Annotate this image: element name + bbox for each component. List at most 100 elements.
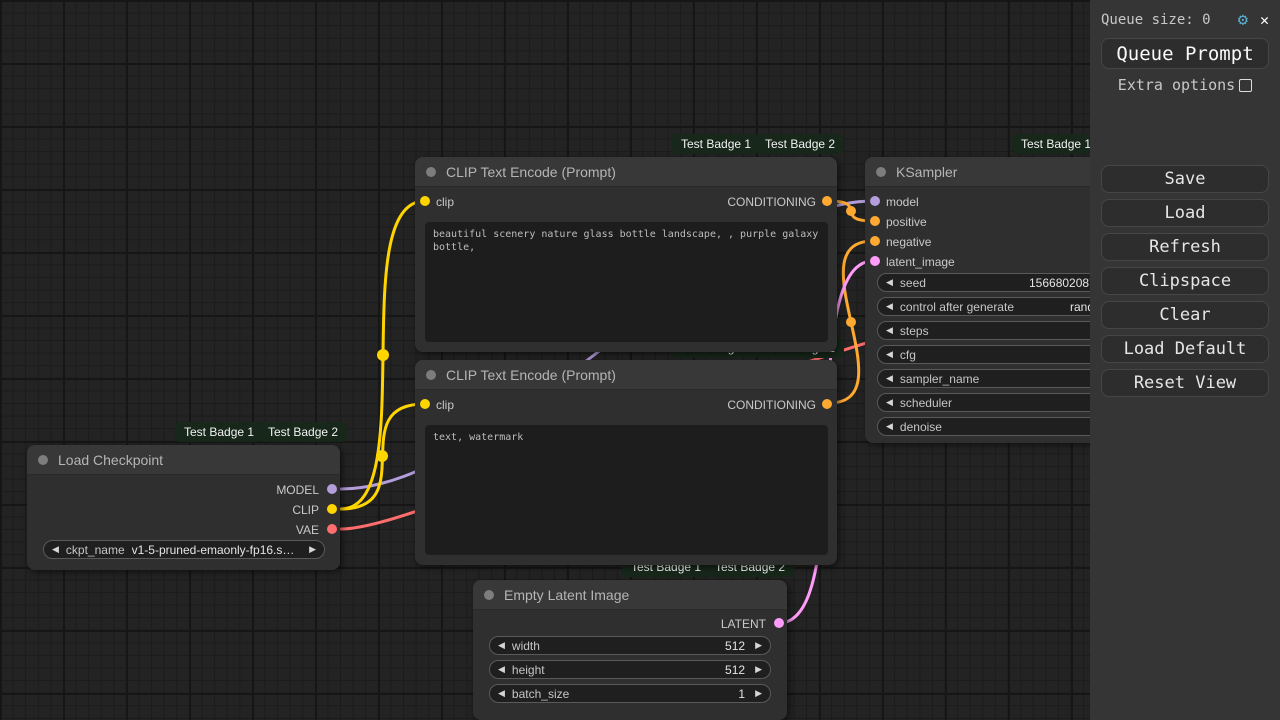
increment-arrow-icon[interactable]: ▶: [755, 688, 762, 698]
seed-widget[interactable]: ◀ seed 1566802087: [877, 273, 1123, 292]
collapse-dot-icon[interactable]: [484, 589, 494, 600]
width-widget[interactable]: ◀ width 512 ▶: [489, 636, 771, 655]
widget-value: 1566802087: [1029, 275, 1096, 290]
wire-midpoint-dot[interactable]: [377, 349, 389, 361]
input-port-negative[interactable]: [870, 236, 880, 246]
widget-label: cfg: [899, 347, 916, 362]
widget-value: 512: [725, 662, 746, 677]
settings-gear-icon[interactable]: ⚙: [1237, 10, 1248, 30]
steps-widget[interactable]: ◀ steps: [877, 321, 1123, 340]
reset-view-button[interactable]: Reset View: [1101, 369, 1269, 397]
node-title-bar[interactable]: CLIP Text Encode (Prompt): [415, 157, 837, 187]
output-port-conditioning[interactable]: [822, 399, 832, 409]
collapse-dot-icon[interactable]: [426, 369, 436, 380]
clipspace-button[interactable]: Clipspace: [1101, 267, 1269, 295]
increment-arrow-icon[interactable]: ▶: [755, 664, 762, 674]
decrement-arrow-icon[interactable]: ◀: [886, 277, 893, 287]
widget-value: v1-5-pruned-emaonly-fp16.s…: [131, 542, 295, 557]
output-port-clip[interactable]: [327, 504, 337, 514]
clear-button[interactable]: Clear: [1101, 301, 1269, 329]
collapse-dot-icon[interactable]: [426, 166, 436, 177]
batch-size-widget[interactable]: ◀ batch_size 1 ▶: [489, 684, 771, 703]
ckpt-name-widget[interactable]: ◀ ckpt_name v1-5-pruned-emaonly-fp16.s… …: [43, 540, 325, 559]
queue-size-label: Queue size: 0: [1101, 12, 1211, 28]
input-port-latent-image[interactable]: [870, 256, 880, 266]
widget-label: height: [511, 662, 545, 677]
output-port-model[interactable]: [327, 484, 337, 494]
output-port-vae[interactable]: [327, 524, 337, 534]
wire-midpoint-dot[interactable]: [846, 317, 856, 327]
decrement-arrow-icon[interactable]: ◀: [498, 688, 505, 698]
node-title-bar[interactable]: Load Checkpoint: [27, 445, 340, 475]
scheduler-widget[interactable]: ◀ scheduler: [877, 393, 1123, 412]
refresh-button[interactable]: Refresh: [1101, 233, 1269, 261]
node-clip-text-encode-positive[interactable]: CLIP Text Encode (Prompt) clip CONDITION…: [415, 157, 837, 352]
collapse-dot-icon[interactable]: [876, 166, 886, 177]
collapse-dot-icon[interactable]: [38, 454, 48, 465]
node-clip-text-encode-negative[interactable]: CLIP Text Encode (Prompt) clip CONDITION…: [415, 360, 837, 565]
widget-label: ckpt_name: [65, 542, 125, 557]
prompt-textarea[interactable]: beautiful scenery nature glass bottle la…: [425, 222, 828, 342]
sampler-name-widget[interactable]: ◀ sampler_name: [877, 369, 1123, 388]
load-default-button[interactable]: Load Default: [1101, 335, 1269, 363]
input-label: clip: [436, 398, 455, 412]
output-label: CONDITIONING: [727, 398, 816, 412]
node-badge: Test Badge 1: [672, 134, 761, 154]
node-title-bar[interactable]: KSampler: [865, 157, 1130, 187]
extra-options-checkbox[interactable]: [1239, 78, 1253, 92]
decrement-arrow-icon[interactable]: ◀: [498, 640, 505, 650]
decrement-arrow-icon[interactable]: ◀: [886, 421, 893, 431]
input-label: clip: [436, 195, 455, 209]
prompt-textarea[interactable]: text, watermark: [425, 425, 828, 555]
increment-arrow-icon[interactable]: ▶: [755, 640, 762, 650]
height-widget[interactable]: ◀ height 512 ▶: [489, 660, 771, 679]
node-ksampler[interactable]: KSampler model positive negative latent_…: [865, 157, 1130, 443]
output-port-conditioning[interactable]: [822, 196, 832, 206]
decrement-arrow-icon[interactable]: ◀: [886, 373, 893, 383]
load-button[interactable]: Load: [1101, 199, 1269, 227]
cfg-widget[interactable]: ◀ cfg: [877, 345, 1123, 364]
widget-value: 1: [738, 686, 746, 701]
node-title: CLIP Text Encode (Prompt): [446, 163, 616, 180]
input-port-model[interactable]: [870, 196, 880, 206]
node-load-checkpoint[interactable]: Load Checkpoint MODEL CLIP VAE ◀ ckpt_na…: [27, 445, 340, 570]
input-port-positive[interactable]: [870, 216, 880, 226]
close-icon[interactable]: ✕: [1259, 11, 1269, 29]
input-port-clip[interactable]: [420, 399, 430, 409]
decrement-arrow-icon[interactable]: ◀: [52, 544, 59, 554]
output-label: LATENT: [720, 617, 766, 631]
node-title: Empty Latent Image: [504, 586, 630, 603]
denoise-widget[interactable]: ◀ denoise: [877, 417, 1123, 436]
output-label: VAE: [295, 523, 319, 537]
node-title: Load Checkpoint: [58, 451, 164, 468]
save-button[interactable]: Save: [1101, 165, 1269, 193]
queue-prompt-button[interactable]: Queue Prompt: [1101, 38, 1269, 69]
input-port-clip[interactable]: [420, 196, 430, 206]
input-label: model: [886, 195, 919, 209]
wire-midpoint-dot[interactable]: [846, 206, 856, 216]
widget-label: sampler_name: [899, 371, 980, 386]
node-title: KSampler: [896, 163, 958, 180]
widget-label: batch_size: [511, 686, 570, 701]
input-label: negative: [886, 235, 932, 249]
widget-value: 512: [725, 638, 746, 653]
decrement-arrow-icon[interactable]: ◀: [886, 397, 893, 407]
output-port-latent[interactable]: [774, 618, 784, 628]
node-badge: Test Badge 1: [175, 422, 264, 442]
control-after-generate-widget[interactable]: ◀ control after generate randomize: [877, 297, 1123, 316]
decrement-arrow-icon[interactable]: ◀: [886, 301, 893, 311]
output-label: CONDITIONING: [727, 195, 816, 209]
decrement-arrow-icon[interactable]: ◀: [886, 325, 893, 335]
decrement-arrow-icon[interactable]: ◀: [886, 349, 893, 359]
decrement-arrow-icon[interactable]: ◀: [498, 664, 505, 674]
node-empty-latent-image[interactable]: Empty Latent Image LATENT ◀ width 512 ▶ …: [473, 580, 787, 720]
increment-arrow-icon[interactable]: ▶: [309, 544, 316, 554]
widget-label: control after generate: [899, 299, 1014, 314]
output-label: CLIP: [292, 503, 319, 517]
node-title: CLIP Text Encode (Prompt): [446, 366, 616, 383]
node-title-bar[interactable]: CLIP Text Encode (Prompt): [415, 360, 837, 390]
wire-midpoint-dot[interactable]: [376, 450, 388, 462]
node-badge: Test Badge 1: [1012, 134, 1101, 154]
node-title-bar[interactable]: Empty Latent Image: [473, 580, 787, 610]
widget-label: width: [511, 638, 540, 653]
